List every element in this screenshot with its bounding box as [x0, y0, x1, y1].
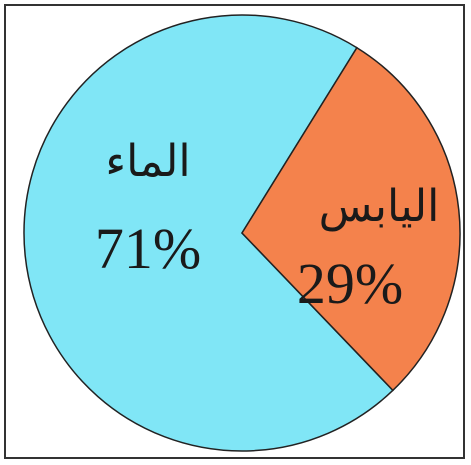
slice-label-land: اليابس	[319, 181, 440, 232]
slice-label-water: الماء	[105, 136, 190, 187]
slice-value-land: 29%	[297, 251, 403, 316]
slice-value-water: 71%	[95, 216, 201, 281]
pie-slice-land	[241, 46, 461, 392]
pie-slice-water	[23, 14, 394, 452]
pie-slices	[23, 14, 461, 452]
